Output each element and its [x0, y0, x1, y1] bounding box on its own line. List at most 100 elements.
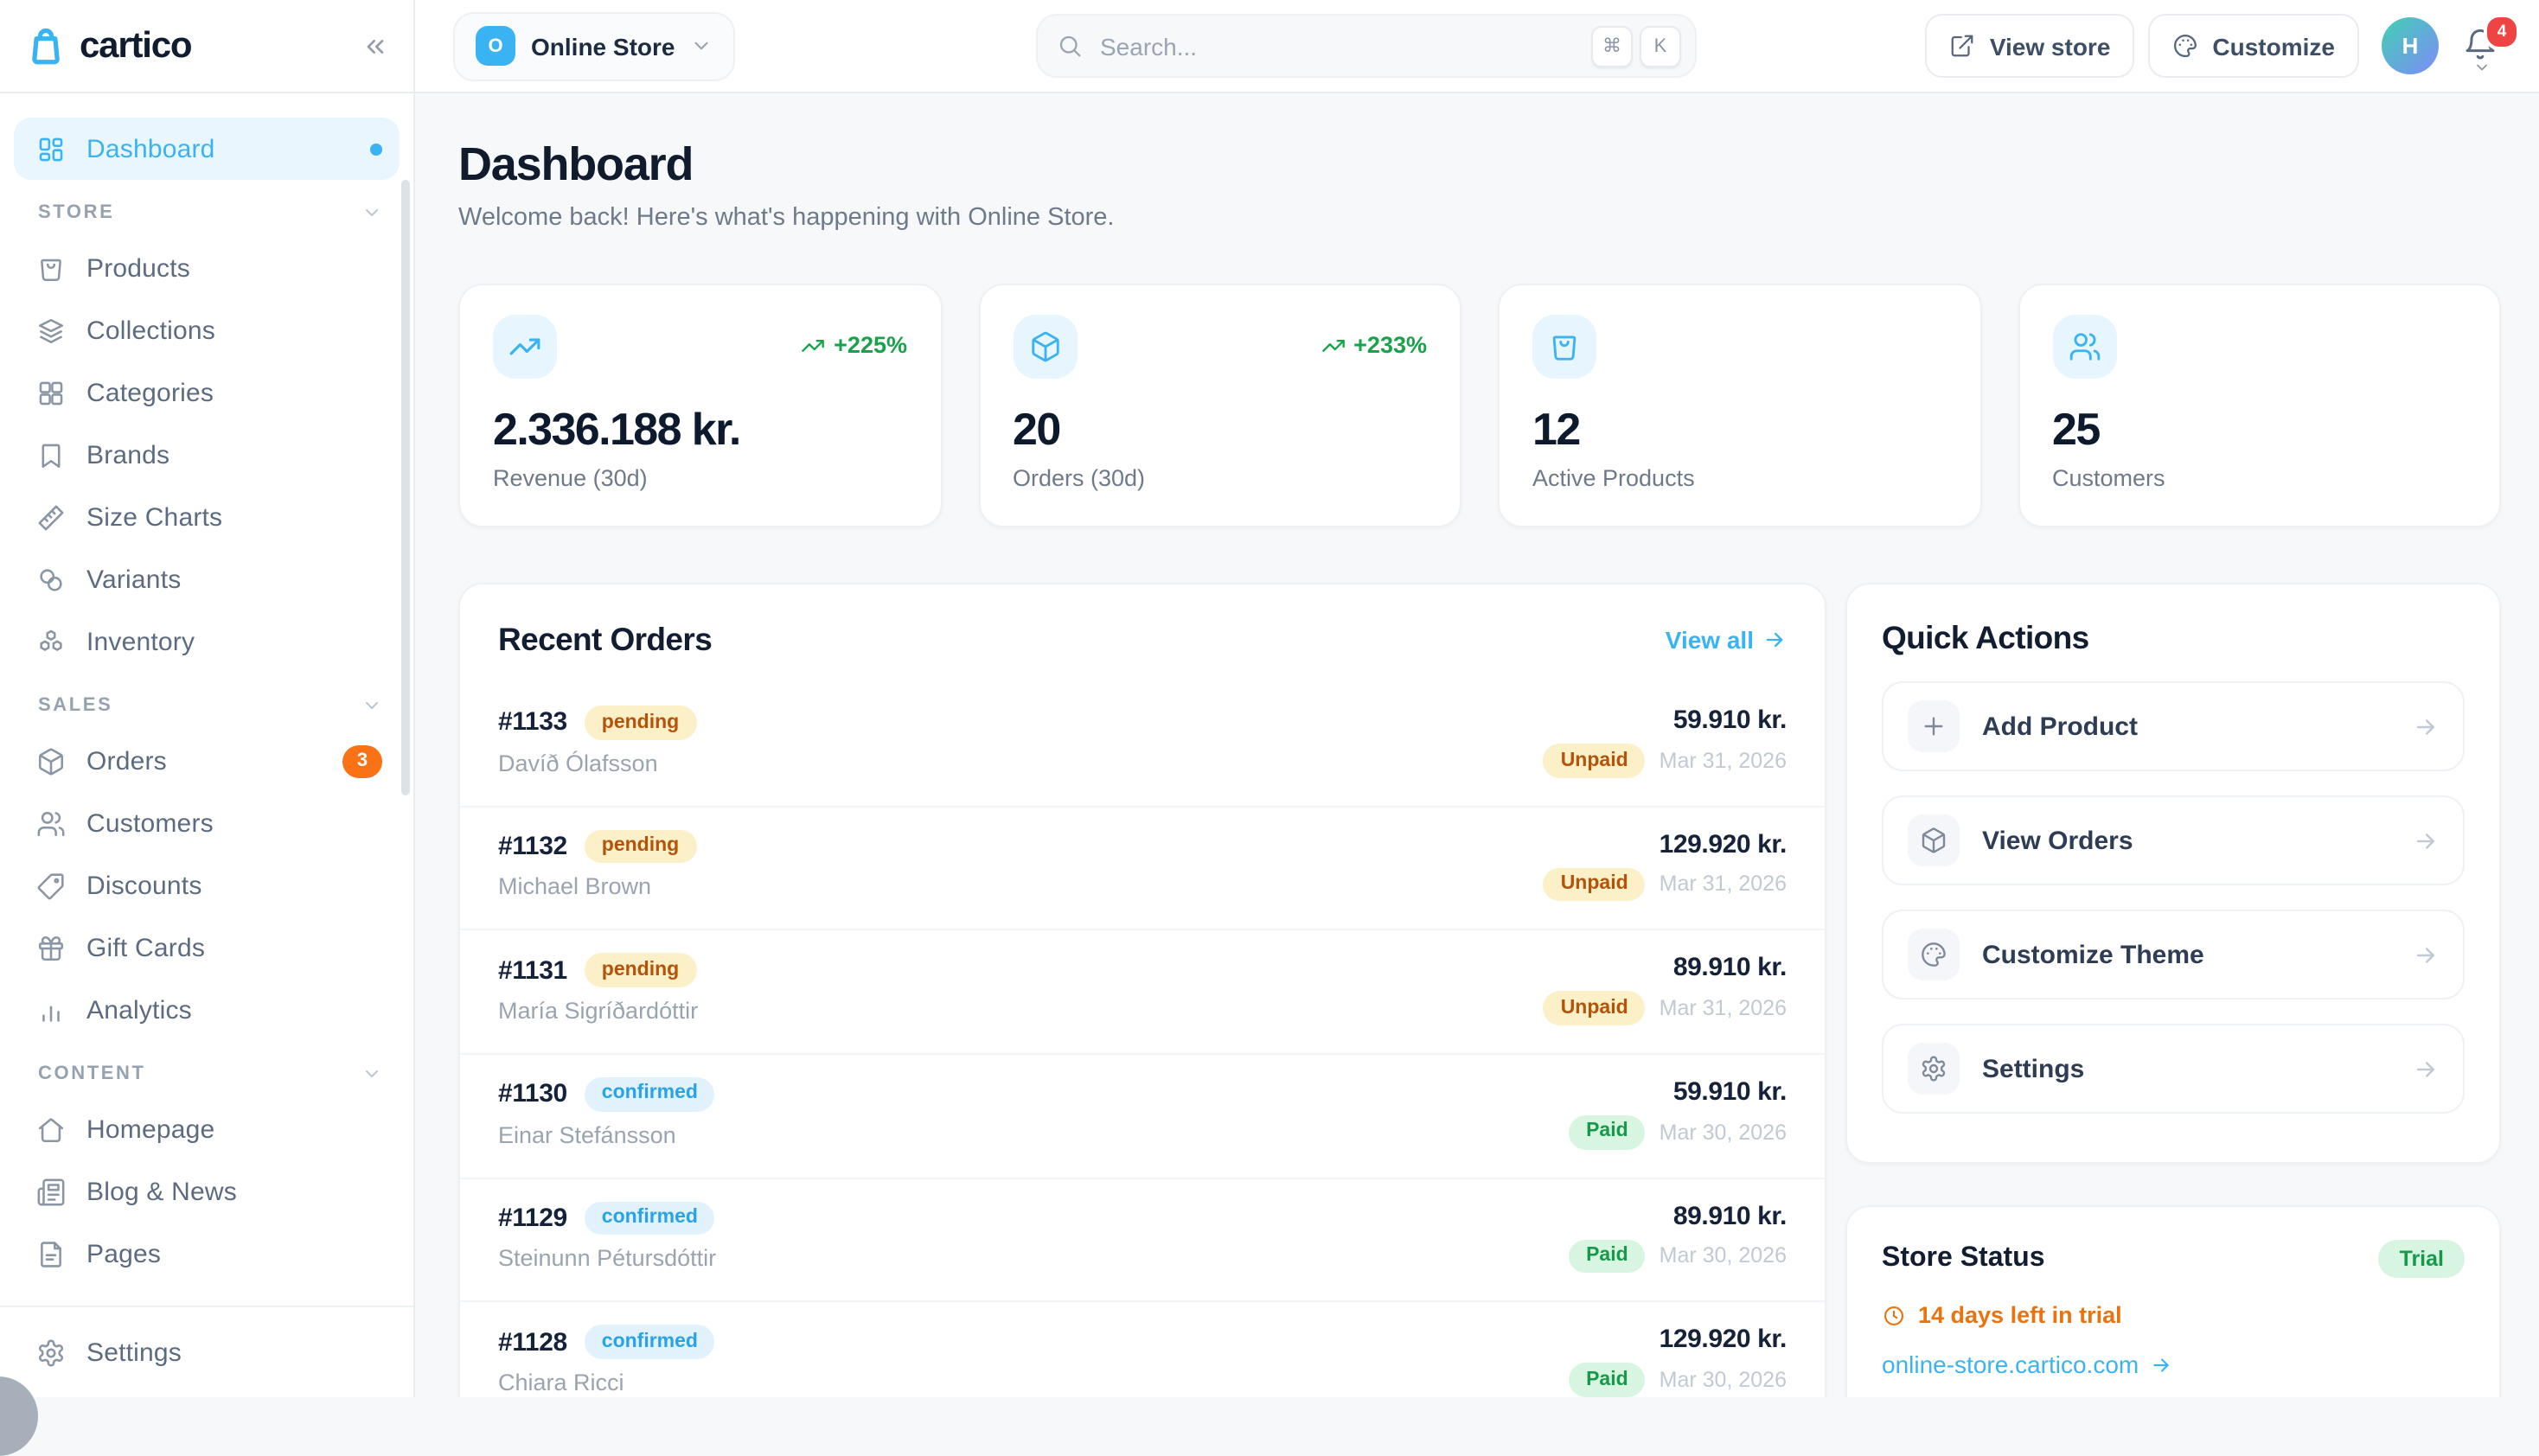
quick-action[interactable]: Customize Theme: [1882, 910, 2465, 999]
order-row[interactable]: #1129 confirmed Steinunn Pétursdóttir 89…: [460, 1177, 1825, 1300]
sidebar-item-settings[interactable]: Settings: [14, 1321, 400, 1383]
sidebar-scrollbar[interactable]: [401, 180, 410, 795]
payment-status-badge: Paid: [1569, 1363, 1646, 1397]
order-amount: 59.910 kr.: [1672, 706, 1788, 735]
package-icon: [1908, 814, 1960, 866]
arrow-right-icon: [1762, 628, 1787, 652]
nav-section: SALES Orders 3: [14, 681, 400, 1041]
view-store-label: View store: [1989, 32, 2111, 60]
order-amount: 59.910 kr.: [1672, 1076, 1788, 1107]
nav-section-items: Products Collections: [14, 237, 400, 673]
sidebar-item[interactable]: Orders 3: [14, 730, 400, 792]
order-row[interactable]: #1128 confirmed Chiara Ricci 129.920 kr.…: [460, 1300, 1825, 1397]
search-input[interactable]: [1097, 30, 1584, 61]
nav-section-header[interactable]: CONTENT: [14, 1050, 400, 1098]
order-customer: Einar Stefánsson: [498, 1121, 676, 1148]
order-row[interactable]: #1132 pending Michael Brown 129.920 kr. …: [460, 805, 1825, 929]
quick-action[interactable]: Add Product: [1882, 681, 2465, 771]
trending-up-icon: [801, 333, 825, 357]
nav-section-header[interactable]: STORE: [14, 188, 400, 237]
tag-icon: [36, 871, 66, 900]
cartico-logo-icon: [24, 24, 67, 67]
sidebar-item[interactable]: Collections: [14, 299, 400, 361]
topbar: cartico O Online Store ⌘ K View store Cu…: [0, 0, 2539, 93]
sidebar-item[interactable]: Products: [14, 237, 400, 299]
view-all-link[interactable]: View all: [1666, 626, 1787, 654]
sidebar-item[interactable]: Variants: [14, 548, 400, 610]
gear-icon: [1908, 1043, 1960, 1095]
main-content: Dashboard Welcome back! Here's what's ha…: [415, 93, 2539, 1397]
order-status-badge: pending: [584, 829, 697, 864]
order-left: #1129 confirmed Steinunn Pétursdóttir: [498, 1201, 716, 1273]
store-initial-badge: O: [476, 26, 515, 66]
sidebar-item[interactable]: Size Charts: [14, 486, 400, 548]
shopping-bag-icon: [1532, 315, 1596, 379]
order-right: 129.920 kr. Unpaid Mar 31, 2026: [1543, 829, 1787, 902]
store-domain-link[interactable]: online-store.cartico.com: [1882, 1351, 2465, 1378]
nav-section-label: STORE: [38, 202, 115, 223]
sidebar-item-label: Blog & News: [86, 1177, 237, 1206]
sidebar-item[interactable]: Customers: [14, 792, 400, 854]
view-store-button[interactable]: View store: [1925, 14, 2135, 78]
sidebar-item[interactable]: Gift Cards: [14, 916, 400, 979]
sidebar-item[interactable]: Inventory: [14, 610, 400, 673]
sidebar-item[interactable]: Analytics: [14, 979, 400, 1041]
users-icon: [36, 808, 66, 838]
ruler-icon: [36, 502, 66, 532]
order-status-badge: confirmed: [584, 1325, 715, 1359]
order-customer: Michael Brown: [498, 873, 652, 900]
package-icon: [1013, 315, 1077, 379]
global-search[interactable]: ⌘ K: [1036, 14, 1697, 78]
quick-action[interactable]: Settings: [1882, 1024, 2465, 1114]
sidebar-item-dashboard[interactable]: Dashboard: [14, 118, 400, 180]
order-row[interactable]: #1133 pending Davíð Ólafsson 59.910 kr. …: [460, 683, 1825, 805]
sidebar-item[interactable]: Brands: [14, 424, 400, 486]
arrow-right-icon: [2413, 713, 2439, 739]
view-all-label: View all: [1665, 626, 1754, 654]
notification-count-badge: 4: [2484, 14, 2520, 50]
notifications-button[interactable]: 4: [2463, 14, 2520, 73]
nav-section-label: CONTENT: [38, 1063, 146, 1084]
variants-circles-icon: [36, 565, 66, 594]
nav-section-header[interactable]: SALES: [14, 681, 400, 730]
sidebar-item[interactable]: Homepage: [14, 1098, 400, 1160]
recent-orders-header: Recent Orders View all: [460, 584, 1825, 683]
stat-label: Customers: [2052, 464, 2165, 491]
users-icon: [2052, 315, 2116, 379]
order-row[interactable]: #1130 confirmed Einar Stefánsson 59.910 …: [460, 1052, 1825, 1177]
payment-status-badge: Unpaid: [1543, 991, 1646, 1025]
plus-icon: [1908, 700, 1960, 752]
page-subtitle: Welcome back! Here's what's happening wi…: [458, 204, 1115, 232]
sidebar-item-label: Orders: [86, 746, 167, 776]
quick-action[interactable]: View Orders: [1882, 795, 2465, 885]
user-avatar[interactable]: H: [2382, 17, 2439, 74]
order-amount: 89.910 kr.: [1672, 1201, 1788, 1231]
sidebar-item-label: Size Charts: [86, 502, 223, 532]
stat-label: Orders (30d): [1013, 464, 1146, 491]
customize-button[interactable]: Customize: [2148, 14, 2359, 78]
trial-countdown-text: 14 days left in trial: [1918, 1302, 2122, 1328]
order-status-badge: pending: [584, 706, 697, 740]
sidebar-item[interactable]: Blog & News: [14, 1160, 400, 1223]
sidebar-sections: STORE Products: [14, 188, 400, 1285]
order-number: #1131: [498, 955, 567, 986]
sidebar-item-label: Brands: [86, 440, 170, 469]
sidebar-item-label: Gift Cards: [86, 933, 206, 962]
order-row[interactable]: #1131 pending María Sigríðardóttir 89.91…: [460, 929, 1825, 1053]
sidebar-item[interactable]: Pages: [14, 1223, 400, 1285]
order-status-badge: pending: [584, 953, 697, 987]
chevron-down-icon: [361, 1063, 382, 1084]
stat-value: 2.336.188 kr.: [493, 403, 741, 455]
package-icon: [36, 746, 66, 776]
stat-card: +225% 2.336.188 kr. Revenue (30d): [458, 284, 942, 527]
store-switcher[interactable]: O Online Store: [453, 11, 736, 80]
chevron-down-icon: [690, 35, 713, 57]
chevrons-left-icon[interactable]: [361, 32, 389, 60]
sidebar-item[interactable]: Discounts: [14, 854, 400, 916]
quick-actions-panel: Quick Actions Add Product View Orders: [1845, 583, 2501, 1164]
clock-icon: [1882, 1303, 1906, 1327]
sidebar-item[interactable]: Categories: [14, 361, 400, 424]
layers-icon: [36, 316, 66, 345]
order-right: 89.910 kr. Unpaid Mar 31, 2026: [1543, 954, 1787, 1025]
